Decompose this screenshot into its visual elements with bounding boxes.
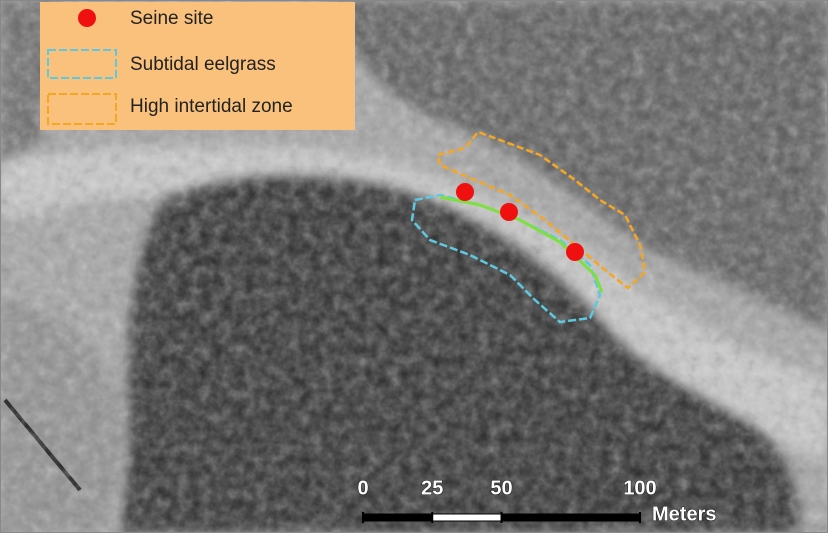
legend-label: Seine site (130, 8, 213, 29)
scale-segment (432, 514, 501, 521)
legend-symbol (78, 9, 96, 27)
scale-unit: Meters (652, 503, 716, 525)
seine-site (456, 183, 474, 201)
scale-segment (363, 514, 432, 521)
scale-segment (502, 514, 641, 521)
scale-label: 50 (490, 477, 512, 499)
scale-label: 0 (357, 477, 368, 499)
legend-label: High intertidal zone (130, 96, 293, 117)
map: Seine site Subtidal eelgrass High intert… (0, 0, 828, 533)
scale-label: 25 (421, 477, 443, 499)
scale-label: 100 (623, 477, 656, 499)
seine-site (566, 243, 584, 261)
seine-site (500, 203, 518, 221)
legend-label: Subtidal eelgrass (130, 54, 276, 75)
legend: Seine site Subtidal eelgrass High intert… (40, 2, 355, 130)
